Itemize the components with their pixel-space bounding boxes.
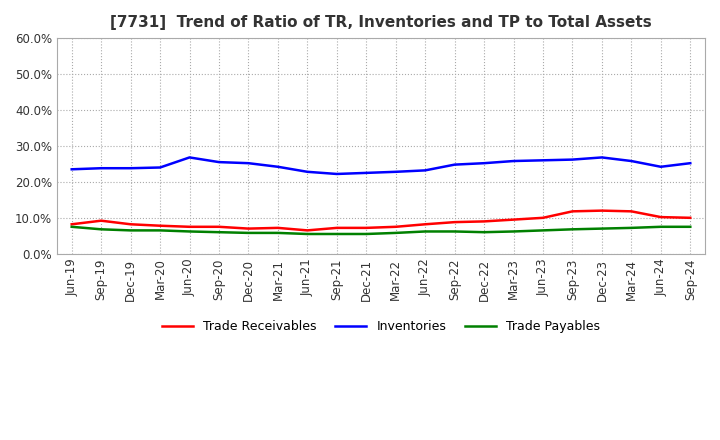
Inventories bbox=[215, 159, 223, 165]
Trade Receivables bbox=[627, 209, 636, 214]
Inventories bbox=[450, 162, 459, 167]
Trade Receivables bbox=[657, 214, 665, 220]
Trade Payables bbox=[392, 230, 400, 235]
Trade Payables bbox=[68, 224, 76, 229]
Inventories bbox=[509, 158, 518, 164]
Trade Payables bbox=[421, 229, 430, 234]
Trade Payables bbox=[244, 230, 253, 235]
Trade Receivables bbox=[480, 219, 488, 224]
Trade Receivables bbox=[185, 224, 194, 229]
Trade Payables bbox=[598, 226, 606, 231]
Inventories bbox=[421, 168, 430, 173]
Inventories bbox=[392, 169, 400, 174]
Inventories bbox=[539, 158, 547, 163]
Trade Payables bbox=[274, 230, 282, 235]
Trade Payables bbox=[539, 228, 547, 233]
Trade Receivables bbox=[97, 218, 106, 224]
Trade Payables bbox=[509, 229, 518, 234]
Trade Receivables bbox=[568, 209, 577, 214]
Line: Trade Payables: Trade Payables bbox=[72, 227, 690, 234]
Inventories bbox=[686, 161, 695, 166]
Inventories bbox=[333, 171, 341, 176]
Trade Receivables bbox=[598, 208, 606, 213]
Inventories bbox=[274, 164, 282, 169]
Trade Receivables bbox=[450, 220, 459, 225]
Trade Receivables bbox=[126, 222, 135, 227]
Inventories bbox=[156, 165, 164, 170]
Trade Payables bbox=[215, 230, 223, 235]
Line: Trade Receivables: Trade Receivables bbox=[72, 211, 690, 231]
Trade Payables bbox=[450, 229, 459, 234]
Trade Payables bbox=[126, 228, 135, 233]
Inventories bbox=[185, 155, 194, 160]
Trade Receivables bbox=[68, 222, 76, 227]
Trade Payables bbox=[686, 224, 695, 229]
Trade Receivables bbox=[421, 222, 430, 227]
Inventories bbox=[68, 167, 76, 172]
Trade Payables bbox=[362, 231, 371, 237]
Trade Payables bbox=[185, 229, 194, 234]
Trade Receivables bbox=[539, 215, 547, 220]
Trade Receivables bbox=[392, 224, 400, 229]
Trade Receivables bbox=[686, 215, 695, 220]
Trade Receivables bbox=[509, 217, 518, 222]
Trade Receivables bbox=[274, 225, 282, 231]
Trade Payables bbox=[333, 231, 341, 237]
Trade Payables bbox=[657, 224, 665, 229]
Legend: Trade Receivables, Inventories, Trade Payables: Trade Receivables, Inventories, Trade Pa… bbox=[157, 315, 606, 338]
Title: [7731]  Trend of Ratio of TR, Inventories and TP to Total Assets: [7731] Trend of Ratio of TR, Inventories… bbox=[110, 15, 652, 30]
Inventories bbox=[362, 170, 371, 176]
Trade Receivables bbox=[333, 225, 341, 231]
Trade Receivables bbox=[244, 226, 253, 231]
Trade Receivables bbox=[362, 225, 371, 231]
Inventories bbox=[598, 155, 606, 160]
Inventories bbox=[303, 169, 312, 174]
Inventories bbox=[480, 161, 488, 166]
Trade Payables bbox=[480, 230, 488, 235]
Inventories bbox=[657, 164, 665, 169]
Inventories bbox=[244, 161, 253, 166]
Trade Receivables bbox=[156, 223, 164, 228]
Trade Payables bbox=[97, 227, 106, 232]
Inventories bbox=[126, 165, 135, 171]
Inventories bbox=[97, 165, 106, 171]
Trade Payables bbox=[156, 228, 164, 233]
Trade Payables bbox=[627, 225, 636, 231]
Trade Receivables bbox=[303, 228, 312, 233]
Line: Inventories: Inventories bbox=[72, 158, 690, 174]
Trade Payables bbox=[303, 231, 312, 237]
Trade Payables bbox=[568, 227, 577, 232]
Inventories bbox=[568, 157, 577, 162]
Trade Receivables bbox=[215, 224, 223, 229]
Inventories bbox=[627, 158, 636, 164]
